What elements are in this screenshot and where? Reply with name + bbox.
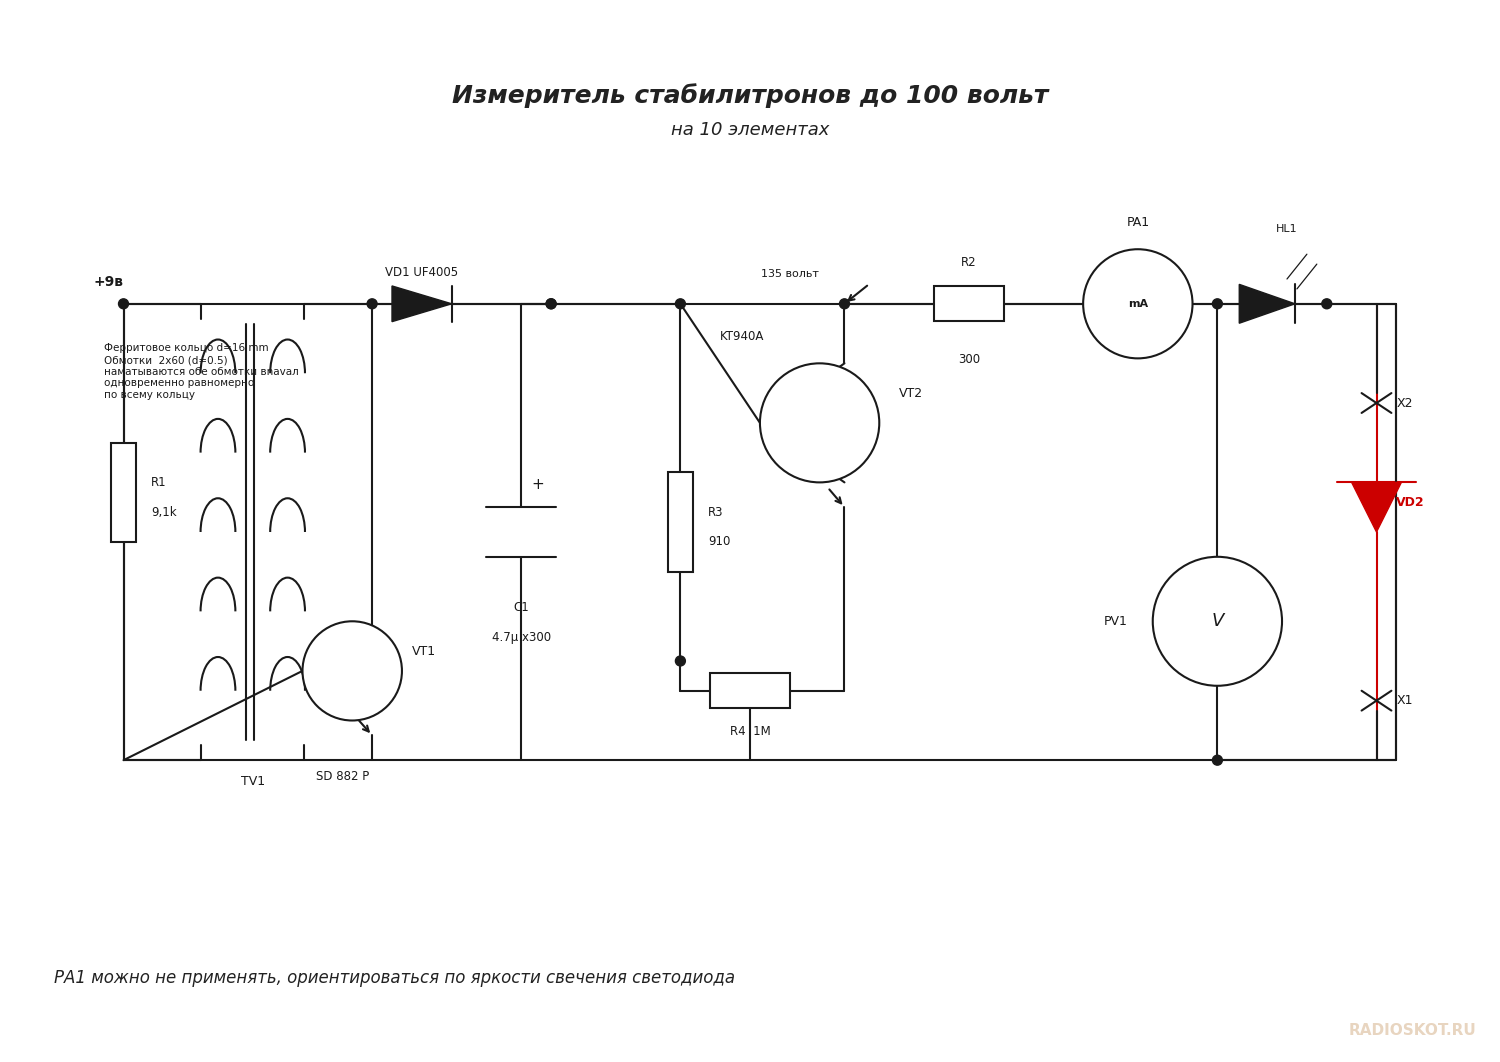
Circle shape bbox=[1322, 298, 1332, 309]
Circle shape bbox=[546, 298, 556, 309]
Text: C1: C1 bbox=[513, 601, 529, 615]
Circle shape bbox=[1212, 298, 1222, 309]
Text: 9,1k: 9,1k bbox=[152, 506, 177, 518]
Text: TV1: TV1 bbox=[240, 775, 266, 788]
Text: 300: 300 bbox=[957, 354, 980, 366]
Text: +: + bbox=[531, 477, 544, 493]
Bar bbox=[668, 473, 693, 571]
Circle shape bbox=[368, 298, 376, 309]
Text: Х2: Х2 bbox=[1396, 396, 1413, 410]
Text: VT1: VT1 bbox=[413, 645, 436, 657]
Text: HL1: HL1 bbox=[1276, 224, 1298, 235]
Circle shape bbox=[303, 621, 402, 720]
Text: R4  1M: R4 1M bbox=[729, 725, 771, 738]
Polygon shape bbox=[392, 286, 452, 322]
Text: RADIOSKOT.RU: RADIOSKOT.RU bbox=[1348, 1023, 1476, 1038]
Circle shape bbox=[546, 298, 556, 309]
Text: Х1: Х1 bbox=[1396, 695, 1413, 707]
Text: KT940A: KT940A bbox=[720, 330, 765, 343]
Text: 135 вольт: 135 вольт bbox=[760, 269, 819, 279]
Text: R3: R3 bbox=[708, 506, 723, 518]
Text: R2: R2 bbox=[962, 256, 976, 269]
Text: VD2: VD2 bbox=[1396, 496, 1425, 509]
Text: R1: R1 bbox=[152, 476, 166, 489]
Polygon shape bbox=[1239, 285, 1294, 323]
Text: РА1 можно не применять, ориентироваться по яркости свечения светодиода: РА1 можно не применять, ориентироваться … bbox=[54, 970, 735, 988]
Text: Измеритель стабилитронов до 100 вольт: Измеритель стабилитронов до 100 вольт bbox=[452, 83, 1048, 108]
Text: Ферритовое кольцо d=16 mm
Обмотки  2х60 (d=0.5)
наматываются обе обмотки вnavал
: Ферритовое кольцо d=16 mm Обмотки 2х60 (… bbox=[104, 343, 298, 400]
Text: VD1 UF4005: VD1 UF4005 bbox=[386, 266, 459, 279]
Circle shape bbox=[675, 656, 686, 666]
Text: PV1: PV1 bbox=[1104, 615, 1128, 628]
Text: SD 882 P: SD 882 P bbox=[315, 770, 369, 783]
Text: 4.7μ х300: 4.7μ х300 bbox=[492, 631, 550, 645]
Text: на 10 элементах: на 10 элементах bbox=[670, 121, 830, 139]
Bar bbox=[710, 673, 791, 708]
Circle shape bbox=[1212, 755, 1222, 765]
Bar bbox=[934, 287, 1004, 321]
Circle shape bbox=[1083, 250, 1192, 358]
Polygon shape bbox=[1352, 482, 1401, 532]
Text: 910: 910 bbox=[708, 535, 730, 548]
Text: mA: mA bbox=[1128, 298, 1148, 309]
Circle shape bbox=[118, 298, 129, 309]
Text: VT2: VT2 bbox=[898, 387, 924, 399]
Text: V: V bbox=[1210, 613, 1224, 630]
Circle shape bbox=[1152, 556, 1282, 686]
Circle shape bbox=[760, 363, 879, 482]
Circle shape bbox=[840, 298, 849, 309]
Circle shape bbox=[675, 298, 686, 309]
Text: +9в: +9в bbox=[93, 275, 123, 289]
Bar bbox=[111, 443, 136, 542]
Text: PA1: PA1 bbox=[1126, 217, 1149, 229]
